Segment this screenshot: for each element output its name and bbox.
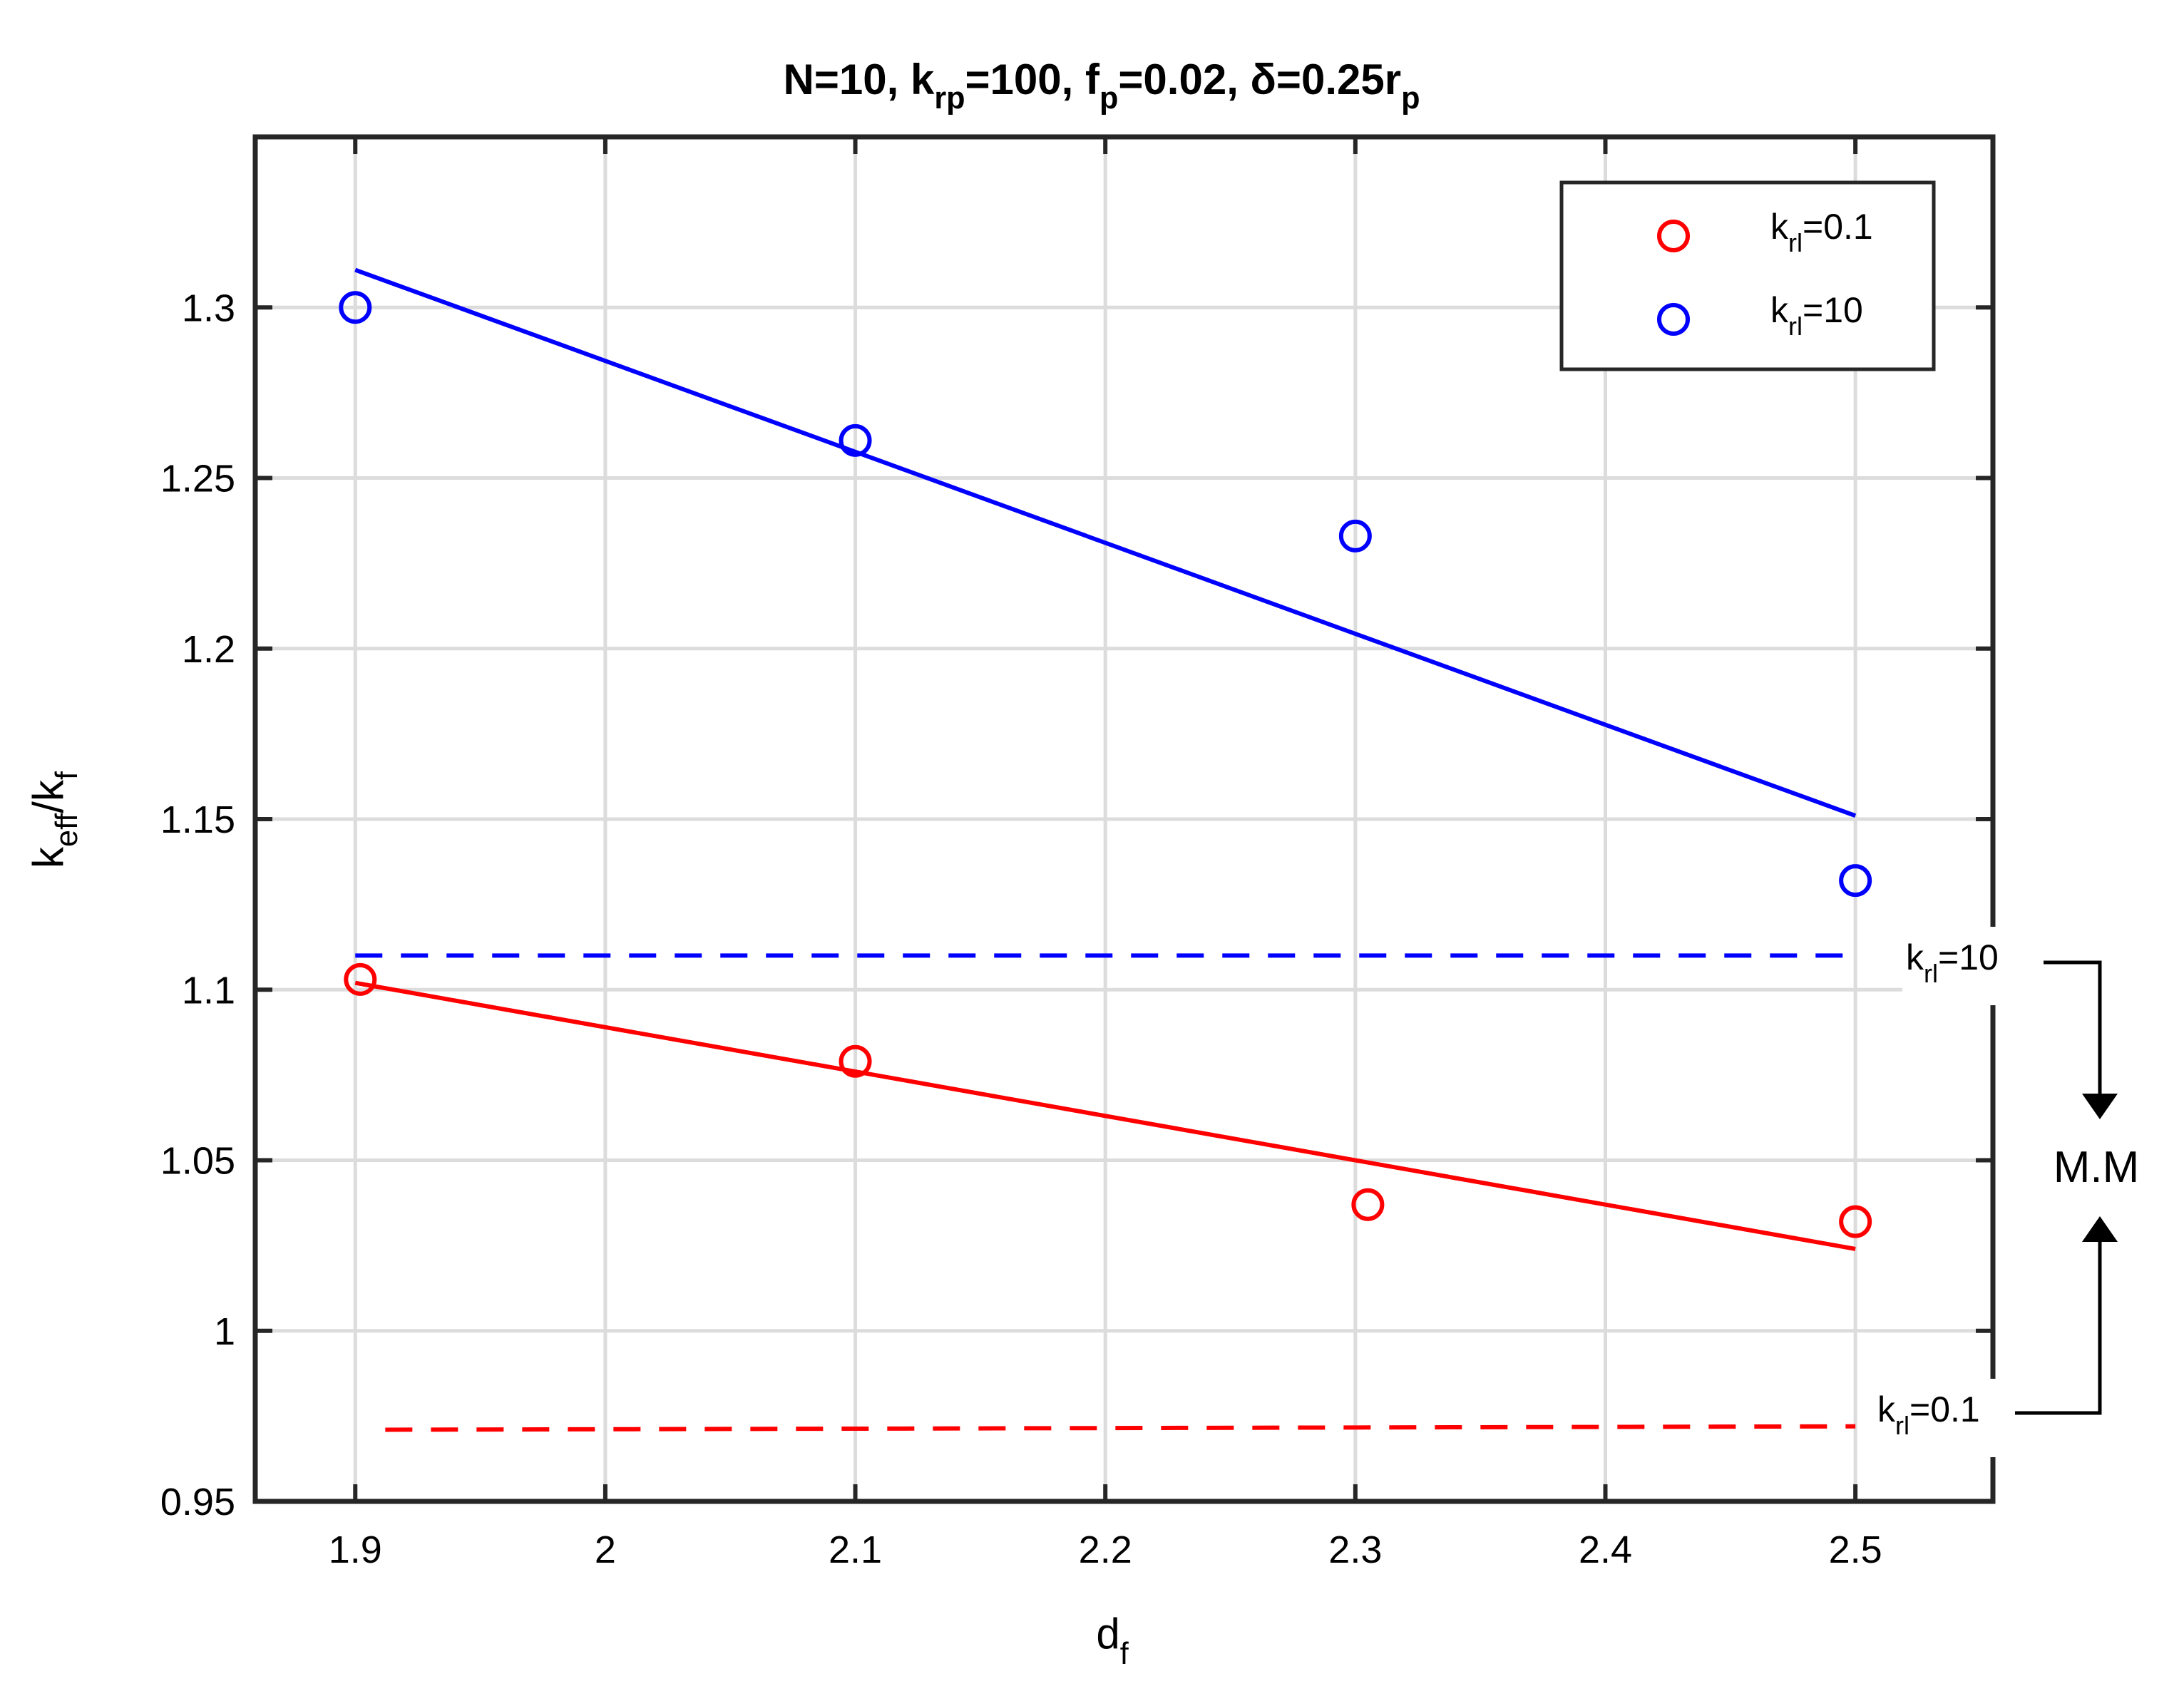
y-tick-label: 1.2 [182, 628, 235, 671]
y-axis-label: keff/kf [24, 771, 84, 868]
legend-label-base: k [1770, 207, 1789, 247]
data-point [344, 962, 377, 996]
annotation-bg-0 [1874, 1379, 2016, 1457]
y-tick-label: 1.05 [160, 1140, 235, 1183]
fit-lines [354, 267, 1857, 1251]
title-part-5: p [1401, 81, 1420, 115]
x-tick-labels: 1.9 2 2.1 2.2 2.3 2.4 2.5 [329, 1528, 1882, 1571]
legend-label-1: krl=10 [1770, 290, 1863, 341]
x-axis-label-sub: f [1120, 1637, 1129, 1671]
x-tick-label: 2.3 [1328, 1528, 1382, 1571]
ylabel-part-1: eff [50, 813, 84, 847]
y-tick-label: 0.95 [160, 1481, 235, 1523]
fit-line-0 [354, 980, 1856, 1251]
annotation-label-1: krl=10 [1906, 937, 1999, 988]
data-point [1839, 864, 1872, 898]
reference-line-0 [385, 1424, 1856, 1432]
arrow-down-head [2082, 1094, 2118, 1119]
legend-box [1559, 180, 1936, 371]
legend-label-rest: =0.1 [1803, 207, 1873, 247]
fit-line-1 [354, 267, 1857, 818]
title-part-3: p [1099, 81, 1118, 115]
data-markers [339, 291, 1872, 1238]
x-tick-label: 2.2 [1079, 1528, 1132, 1571]
x-tick-label: 2.4 [1579, 1528, 1632, 1571]
legend-marker-1 [1657, 303, 1690, 336]
y-tick-label: 1 [214, 1310, 235, 1353]
annotation-rest: =0.1 [1909, 1389, 1980, 1429]
side-label-mm: M.M [2054, 1143, 2140, 1192]
legend-label-rest: =10 [1803, 290, 1863, 330]
annotation-bg-1 [1902, 927, 2038, 1005]
legend-label-sub: rl [1788, 312, 1803, 341]
reference-lines [355, 953, 1856, 1432]
legend-label-sub: rl [1788, 228, 1803, 257]
y-tick-label: 1.3 [182, 287, 235, 329]
title-part-1: rp [934, 81, 965, 115]
y-tick-label: 1.15 [160, 798, 235, 841]
annotation-sub: rl [1895, 1411, 1909, 1440]
title-part-4: =0.02, δ=0.25r [1118, 56, 1401, 103]
x-axis-label: df [1096, 1610, 1129, 1671]
annotation-rest: =10 [1938, 937, 1999, 977]
data-point [1839, 1205, 1872, 1238]
annotation-sub: rl [1924, 959, 1938, 988]
data-point [839, 1044, 872, 1078]
x-tick-label: 1.9 [329, 1528, 382, 1571]
arrow-up-head [2082, 1216, 2118, 1242]
annotation-label-0: krl=0.1 [1877, 1389, 1980, 1440]
data-point [339, 291, 372, 324]
legend-marker-0 [1657, 220, 1690, 252]
chart-title: N=10, krp=100, fp=0.02, δ=0.25rp [784, 56, 1420, 115]
arrow-up-connector [2015, 1239, 2102, 1415]
legend-label-base: k [1770, 290, 1789, 330]
ylabel-part-0: k [24, 846, 72, 868]
y-tick-label: 1.1 [182, 969, 235, 1012]
ylabel-part-2: /k [24, 779, 72, 813]
y-tick-labels: 0.95 1 1.05 1.1 1.15 1.2 1.25 1.3 [160, 287, 235, 1523]
title-part-0: N=10, k [784, 56, 935, 103]
data-point [1351, 1188, 1385, 1221]
x-tick-label: 2.5 [1829, 1528, 1882, 1571]
title-part-2: =100, f [965, 56, 1100, 103]
x-tick-label: 2 [595, 1528, 616, 1571]
legend-label-0: krl=0.1 [1770, 207, 1873, 257]
side-label-bg [2024, 1126, 2166, 1205]
annotation-base: k [1877, 1389, 1896, 1429]
data-point [1338, 519, 1372, 553]
x-axis-label-main: d [1096, 1610, 1119, 1658]
arrow-down-connector [2044, 960, 2102, 1096]
x-tick-label: 2.1 [829, 1528, 882, 1571]
y-tick-label: 1.25 [160, 458, 235, 500]
data-point [839, 423, 872, 457]
ylabel-part-3: f [50, 771, 84, 780]
tick-marks [255, 137, 1993, 1504]
annotation-base: k [1906, 937, 1924, 977]
